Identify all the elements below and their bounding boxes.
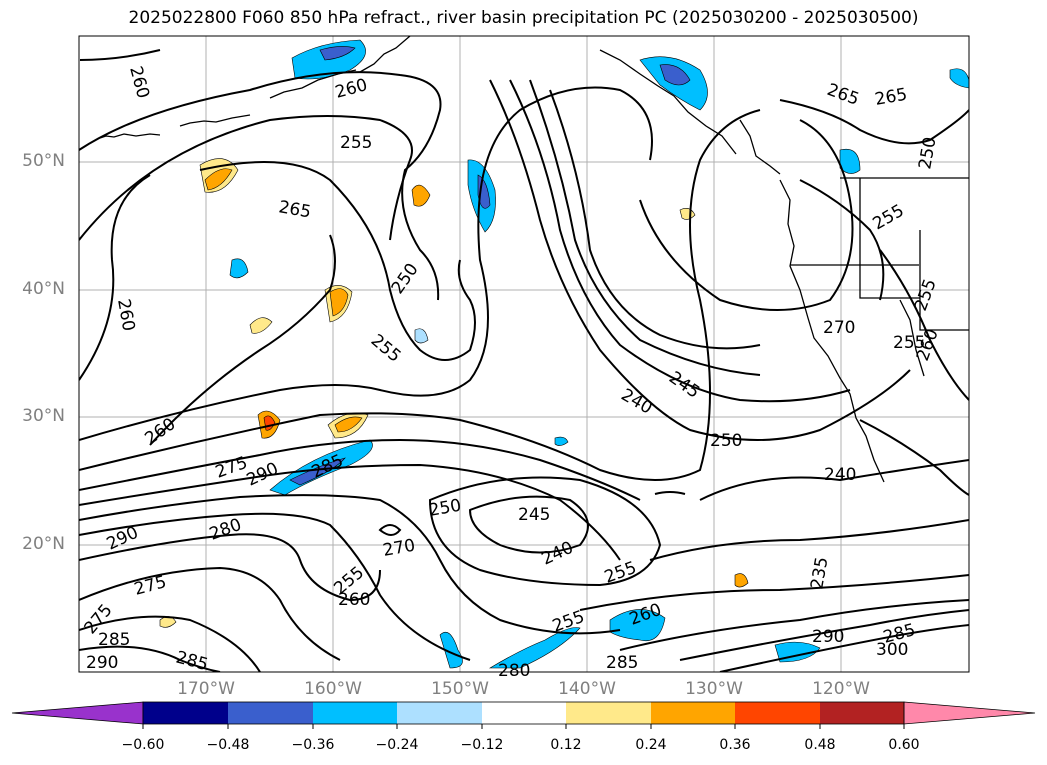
colorbar-tick-label: −0.12 [460, 737, 504, 753]
contour-label: 255 [340, 133, 372, 153]
lon-label-130w: 130°W [685, 679, 743, 699]
contour-label: 250 [710, 431, 742, 451]
colorbar-segment [651, 702, 735, 724]
colorbar-tick-label: −0.24 [375, 737, 419, 753]
colorbar-segment [228, 702, 313, 724]
colorbar-segment [735, 702, 820, 724]
contour-label: 280 [498, 661, 530, 681]
colorbar-tick-label: −0.60 [121, 737, 165, 753]
colorbar-tick-label: 0.36 [719, 737, 751, 753]
refractivity-contours [79, 49, 969, 672]
colorbar-tick-label: 0.48 [804, 737, 836, 753]
colorbar-segment [566, 702, 651, 724]
lon-label-120w: 120°W [812, 679, 870, 699]
colorbar-tick-label: 0.12 [550, 737, 582, 753]
contour-label: 255 [893, 333, 925, 353]
colorbar-tick-label: −0.36 [291, 737, 335, 753]
contour-label: 290 [812, 627, 844, 647]
lat-label-50: 50°N [22, 151, 65, 171]
colorbar-segment [482, 702, 566, 724]
colorbar-tick-label: 0.24 [635, 737, 667, 753]
contour-label: 285 [606, 653, 638, 673]
colorbar-segment [143, 702, 228, 724]
lon-label-170w: 170°W [177, 679, 235, 699]
chart-title: 2025022800 F060 850 hPa refract., river … [128, 8, 919, 28]
colorbar-extend-low [11, 701, 144, 725]
colorbar [11, 701, 1036, 729]
contour-label: 285 [98, 630, 130, 650]
contour-labels: 260 260 255 265 250 255 260 260 275 290 … [81, 64, 943, 681]
precipitation-shading [159, 39, 969, 669]
contour-label: 270 [823, 318, 855, 338]
colorbar-segment [397, 702, 482, 724]
colorbar-tick-label: 0.60 [888, 737, 920, 753]
colorbar-tick-label: −0.48 [206, 737, 250, 753]
coastlines [99, 36, 969, 483]
lat-label-20: 20°N [22, 534, 65, 554]
lon-label-150w: 150°W [431, 679, 489, 699]
lon-label-160w: 160°W [304, 679, 362, 699]
colorbar-segment [820, 702, 904, 724]
colorbar-segment [313, 702, 397, 724]
lat-label-30: 30°N [22, 406, 65, 426]
colorbar-extend-high [903, 701, 1036, 725]
lat-label-40: 40°N [22, 279, 65, 299]
map-frame [78, 35, 970, 673]
contour-label: 260 [338, 590, 370, 610]
lon-label-140w: 140°W [558, 679, 616, 699]
contour-label: 240 [824, 465, 856, 485]
contour-label: 290 [86, 653, 118, 673]
contour-label: 245 [518, 505, 550, 525]
contour-label: 300 [876, 640, 908, 660]
